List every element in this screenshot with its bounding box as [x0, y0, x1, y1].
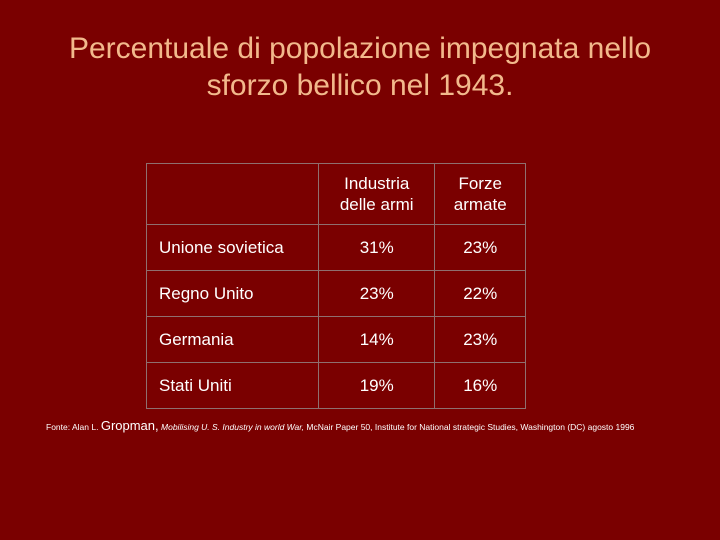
- source-details: McNair Paper 50, Institute for National …: [306, 422, 635, 432]
- industria-cell: 31%: [317, 224, 436, 271]
- title-line-1: Percentuale di popolazione impegnata nel…: [68, 32, 652, 65]
- header-industria-line-2: delle armi: [339, 195, 414, 214]
- country-cell: Regno Unito: [146, 270, 319, 317]
- forze-cell: 23%: [434, 224, 526, 271]
- industria-cell: 23%: [317, 270, 436, 317]
- title-line-2: sforzo bellico nel 1943.: [206, 69, 514, 102]
- header-industria: Industria delle armi: [317, 163, 436, 225]
- header-forze-line-1: Forze: [458, 174, 502, 193]
- source-work-title: Mobilising U. S. Industry in world War,: [161, 422, 304, 432]
- industria-cell: 14%: [317, 316, 436, 363]
- table-header-row: Industria delle armi Forze armate: [146, 163, 526, 225]
- source-prefix: Fonte: Alan L.: [46, 422, 99, 432]
- header-forze-line-2: armate: [453, 195, 507, 214]
- header-industria-line-1: Industria: [344, 174, 410, 193]
- source-citation: Fonte: Alan L. Gropman, Mobilising U. S.…: [46, 418, 706, 433]
- population-table: Industria delle armi Forze armate Unione…: [146, 163, 526, 409]
- country-cell: Stati Uniti: [146, 362, 319, 409]
- source-author: Gropman,: [100, 418, 159, 433]
- forze-cell: 23%: [434, 316, 526, 363]
- table-row: Germania 14% 23%: [146, 316, 526, 363]
- table-row: Regno Unito 23% 22%: [146, 270, 526, 317]
- country-cell: Unione sovietica: [146, 224, 319, 271]
- slide-title: Percentuale di popolazione impegnata nel…: [20, 30, 700, 104]
- country-cell: Germania: [146, 316, 319, 363]
- forze-cell: 22%: [434, 270, 526, 317]
- header-forze: Forze armate: [434, 163, 526, 225]
- forze-cell: 16%: [434, 362, 526, 409]
- header-empty-cell: [146, 163, 319, 225]
- table-row: Stati Uniti 19% 16%: [146, 362, 526, 409]
- industria-cell: 19%: [317, 362, 436, 409]
- table-row: Unione sovietica 31% 23%: [146, 224, 526, 271]
